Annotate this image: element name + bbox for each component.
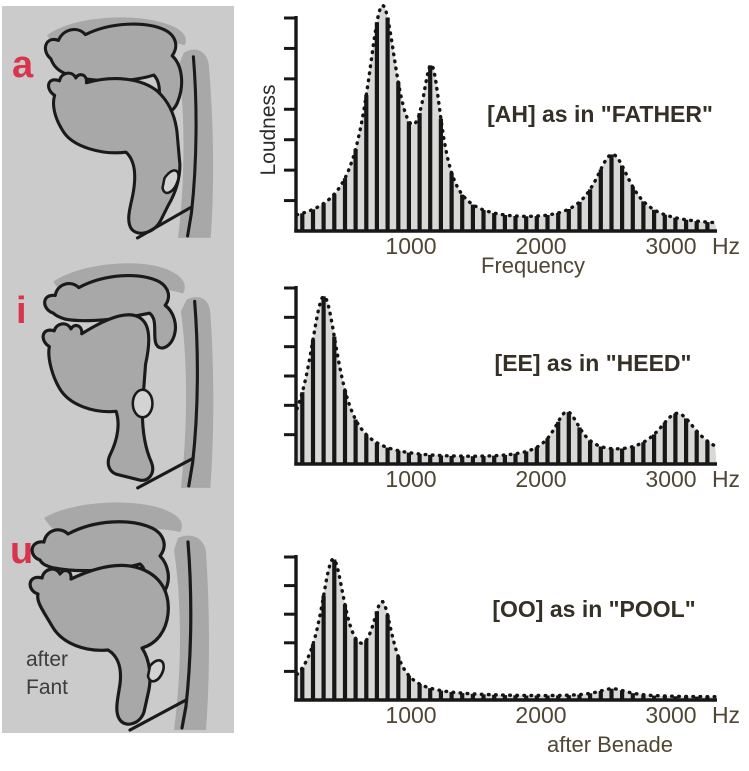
svg-text:[AH] as in "FATHER": [AH] as in "FATHER" bbox=[487, 101, 713, 127]
svg-text:1000: 1000 bbox=[385, 466, 436, 492]
svg-text:[EE] as in "HEED": [EE] as in "HEED" bbox=[495, 350, 692, 376]
vocal-tract-diagram-u bbox=[28, 502, 209, 732]
vocal-tract-panel: a i u bbox=[2, 6, 234, 733]
svg-text:after Benade: after Benade bbox=[547, 732, 673, 757]
svg-text:Hz: Hz bbox=[712, 466, 740, 492]
vocal-tract-diagram-a bbox=[43, 17, 214, 240]
spectrum-chart-ee: 1000 2000 3000 Hz [EE] as in "HEED" bbox=[284, 286, 740, 492]
svg-text:3000: 3000 bbox=[645, 233, 696, 259]
vowel-label-i: i bbox=[16, 290, 27, 332]
svg-text:Frequency: Frequency bbox=[481, 253, 585, 278]
vowel-label-a: a bbox=[12, 44, 34, 86]
vocal-tract-diagram-i bbox=[41, 263, 214, 490]
svg-text:Hz: Hz bbox=[712, 702, 740, 728]
svg-text:3000: 3000 bbox=[645, 702, 696, 728]
svg-text:2000: 2000 bbox=[515, 233, 566, 259]
svg-text:3000: 3000 bbox=[645, 466, 696, 492]
vowel-label-u: u bbox=[10, 530, 34, 572]
attribution-fant-line2: Fant bbox=[26, 676, 69, 700]
svg-text:2000: 2000 bbox=[515, 466, 566, 492]
svg-text:Hz: Hz bbox=[712, 233, 740, 259]
svg-text:1000: 1000 bbox=[385, 233, 436, 259]
svg-text:1000: 1000 bbox=[385, 702, 436, 728]
svg-text:2000: 2000 bbox=[515, 702, 566, 728]
spectrum-chart-oo: 1000 2000 3000 Hz [OO] as in "POOL" after Ben… bbox=[284, 555, 740, 757]
svg-text:[OO] as in "POOL": [OO] as in "POOL" bbox=[492, 596, 695, 622]
attribution-fant: after Fant bbox=[26, 646, 68, 703]
attribution-fant-line1: after bbox=[26, 648, 69, 671]
svg-text:Loudness: Loudness bbox=[257, 84, 280, 175]
spectrum-chart-ah: 1000 2000 3000 Hz [AH] as in "FATHER" Frequen… bbox=[257, 3, 740, 278]
